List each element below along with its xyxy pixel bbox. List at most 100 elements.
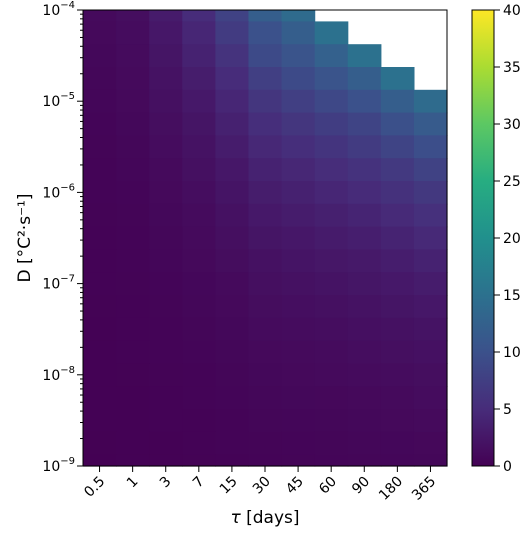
heatmap-cell <box>182 386 216 410</box>
heatmap-cell <box>347 249 382 273</box>
heatmap-cell <box>215 295 250 319</box>
heatmap-cell <box>215 21 250 45</box>
heatmap-cell <box>248 386 283 410</box>
heatmap-cell <box>116 249 150 273</box>
heatmap-cell <box>182 89 216 114</box>
colorbar <box>471 9 495 467</box>
heatmap-cell <box>116 203 150 228</box>
colorbar-tick-label: 25 <box>503 174 521 190</box>
heatmap-cell <box>83 203 117 228</box>
heatmap-cell <box>314 431 349 456</box>
heatmap-cell <box>413 89 448 114</box>
heatmap-cell <box>413 158 448 182</box>
heatmap-cell <box>413 135 448 159</box>
heatmap-cell <box>149 158 183 182</box>
heatmap-cell <box>83 89 117 114</box>
heatmap-cell <box>347 317 382 342</box>
heatmap-cell <box>380 249 415 273</box>
heatmap-cell <box>83 340 117 364</box>
heatmap-cell <box>215 67 250 91</box>
heatmap-cell <box>347 135 382 159</box>
heatmap-cell <box>281 249 316 273</box>
heatmap-cell <box>347 44 382 68</box>
heatmap-cell <box>347 386 382 410</box>
heatmap-cell <box>149 295 183 319</box>
heatmap-cell <box>314 409 349 433</box>
y-tick-label: 10−5 <box>42 91 75 110</box>
heatmap-cell <box>83 454 117 467</box>
heatmap-cell <box>149 226 183 250</box>
heatmap-cell <box>149 386 183 410</box>
heatmap-cell <box>215 89 250 114</box>
x-tick-label: 90 <box>349 474 373 498</box>
colorbar-tick-label: 20 <box>503 231 521 247</box>
heatmap-cell <box>182 158 216 182</box>
heatmap-cell <box>215 386 250 410</box>
heatmap-cell <box>182 226 216 250</box>
heatmap-cell <box>116 89 150 114</box>
heatmap-cell <box>281 317 316 342</box>
heatmap-cell <box>248 431 283 456</box>
heatmap-cell <box>215 203 250 228</box>
heatmap-cell <box>281 386 316 410</box>
heatmap-cell <box>314 340 349 364</box>
heatmap-cell <box>215 181 250 205</box>
x-tick-label: 1 <box>124 474 142 492</box>
heatmap-cell <box>380 431 415 456</box>
heatmap-cell <box>149 249 183 273</box>
x-tick-label: 45 <box>283 474 307 498</box>
heatmap-cell <box>380 317 415 342</box>
heatmap-cell <box>413 454 448 467</box>
heatmap-cell <box>413 317 448 342</box>
heatmap-cell <box>347 67 382 91</box>
heatmap-cell <box>347 431 382 456</box>
heatmap-cell <box>314 295 349 319</box>
heatmap-cell <box>281 226 316 250</box>
heatmap-cell <box>314 386 349 410</box>
heatmap-cell <box>248 454 283 467</box>
heatmap-cell <box>182 67 216 91</box>
heatmap-cell <box>116 454 150 467</box>
heatmap-cell <box>248 44 283 68</box>
heatmap-cell <box>413 431 448 456</box>
heatmap-cell <box>413 340 448 364</box>
heatmap-cell <box>248 158 283 182</box>
heatmap-cell <box>182 340 216 364</box>
heatmap-cell <box>83 135 117 159</box>
heatmap-cell <box>248 295 283 319</box>
heatmap-cell <box>116 226 150 250</box>
heatmap-cell <box>314 363 349 387</box>
heatmap-cell <box>347 295 382 319</box>
heatmap-cell <box>413 409 448 433</box>
heatmap-cell <box>83 226 117 250</box>
heatmap-cell <box>281 21 316 45</box>
heatmap-cell <box>281 67 316 91</box>
heatmap-cell <box>380 67 415 91</box>
heatmap-cell <box>281 112 316 136</box>
heatmap-cell <box>347 112 382 136</box>
heatmap-cell <box>281 295 316 319</box>
heatmap-cell <box>347 340 382 364</box>
heatmap-cell <box>116 317 150 342</box>
y-tick-label: 10−8 <box>42 365 75 384</box>
heatmap-cell <box>83 21 117 45</box>
heatmap-cell <box>116 409 150 433</box>
heatmap-cell <box>149 89 183 114</box>
y-axis-label: D [°C²·s⁻¹] <box>15 194 35 283</box>
heatmap-cell <box>182 317 216 342</box>
y-tick-label: 10−7 <box>42 274 75 293</box>
heatmap-cell <box>215 272 250 296</box>
colorbar-tick-label: 30 <box>503 117 521 133</box>
heatmap-cell <box>314 454 349 467</box>
x-axis-ticks: 0.5 1 3 7 15 30 45 60 90 180 365 <box>81 466 439 504</box>
x-tick-label: 7 <box>190 474 208 492</box>
heatmap-cell <box>116 340 150 364</box>
heatmap-cell <box>182 21 216 45</box>
heatmap-cell <box>182 10 216 22</box>
heatmap-cell <box>314 44 349 68</box>
heatmap-cell <box>116 10 150 22</box>
heatmap-cell <box>83 386 117 410</box>
heatmap-cell <box>215 10 250 22</box>
heatmap-cell <box>182 135 216 159</box>
